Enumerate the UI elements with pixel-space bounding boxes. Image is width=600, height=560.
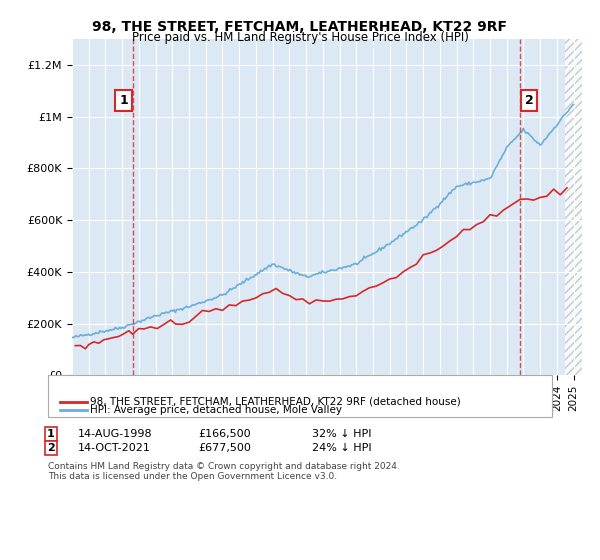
Text: 1: 1 [119,94,128,107]
Text: 14-OCT-2021: 14-OCT-2021 [78,443,151,453]
Text: 32% ↓ HPI: 32% ↓ HPI [312,429,371,439]
Text: Contains HM Land Registry data © Crown copyright and database right 2024.
This d: Contains HM Land Registry data © Crown c… [48,462,400,482]
Text: 24% ↓ HPI: 24% ↓ HPI [312,443,371,453]
Text: £166,500: £166,500 [198,429,251,439]
Text: 1: 1 [47,429,55,439]
Text: £677,500: £677,500 [198,443,251,453]
Text: 98, THE STREET, FETCHAM, LEATHERHEAD, KT22 9RF (detached house): 98, THE STREET, FETCHAM, LEATHERHEAD, KT… [90,396,461,407]
Text: HPI: Average price, detached house, Mole Valley: HPI: Average price, detached house, Mole… [90,405,342,415]
Text: 98, THE STREET, FETCHAM, LEATHERHEAD, KT22 9RF: 98, THE STREET, FETCHAM, LEATHERHEAD, KT… [92,20,508,34]
Text: Price paid vs. HM Land Registry's House Price Index (HPI): Price paid vs. HM Land Registry's House … [131,31,469,44]
Text: 14-AUG-1998: 14-AUG-1998 [78,429,152,439]
Text: 2: 2 [525,94,534,107]
Text: 2: 2 [47,443,55,453]
